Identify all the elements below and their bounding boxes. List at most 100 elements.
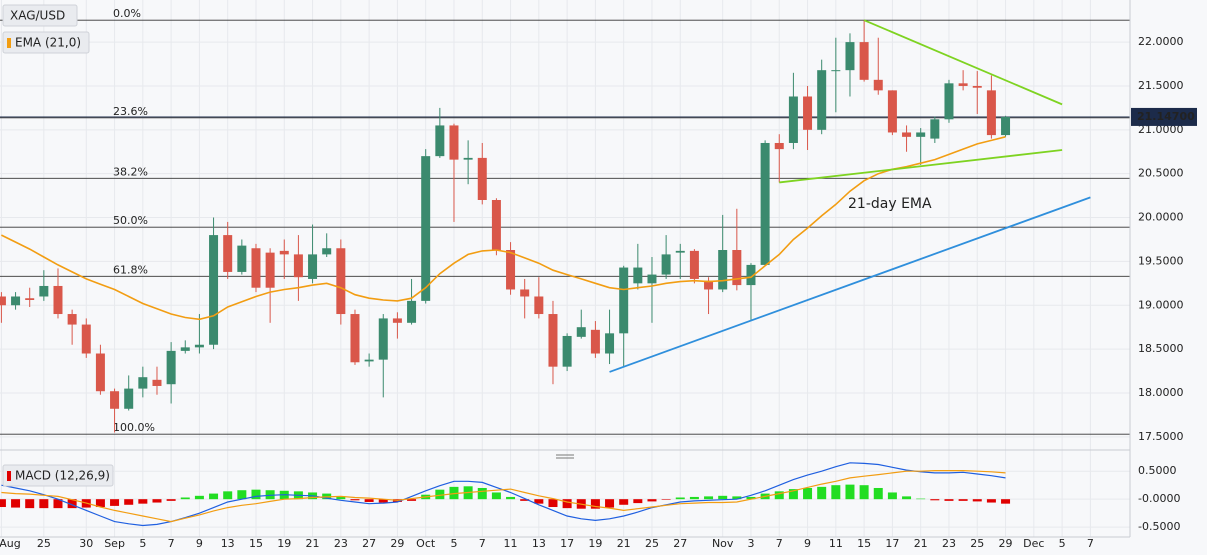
candle-body [873,79,883,91]
candle-body [534,296,544,315]
x-tick-label: 11 [829,537,843,550]
candle-body [930,119,940,139]
x-tick-label: 29 [999,537,1013,550]
candle-body [463,157,473,160]
candle-body [675,250,685,253]
candle-body [944,83,954,120]
macd-histogram-bar [887,492,897,500]
candle-body [605,333,615,354]
candle-body [477,157,487,200]
fib-label: 38.2% [113,165,148,178]
x-tick-label: 17 [885,537,899,550]
x-tick-label: 15 [249,537,263,550]
x-tick-label: 30 [79,537,93,550]
candle-body [180,347,190,351]
candle-body [95,353,105,392]
legend-box[interactable] [2,4,78,27]
macd-histogram-bar [831,485,841,500]
legend-swatch [7,38,11,48]
y-tick-label: -0.5000 [1138,520,1180,533]
y-tick-label: 21.5000 [1138,79,1184,92]
y-tick-label: 17.5000 [1138,430,1184,443]
candle-body [817,70,827,130]
candle-body [774,142,784,150]
macd-histogram-bar [605,499,615,508]
macd-histogram-bar [902,496,912,500]
candle-body [718,250,728,290]
candle-body [958,83,968,86]
candle-body [308,254,318,279]
x-tick-label: 21 [306,537,320,550]
x-tick-label: 19 [588,537,602,550]
candle-body [590,329,600,354]
macd-histogram-bar [53,499,63,509]
candle-body [831,70,841,72]
candle-body [746,264,756,286]
candle-body [562,335,572,367]
macd-histogram-bar [506,496,516,500]
macd-histogram-bar [39,499,49,509]
candle-body [421,156,431,301]
macd-histogram-bar [675,497,685,500]
macd-histogram-bar [704,496,714,500]
macd-histogram-bar [732,496,742,500]
x-tick-label: 25 [37,537,51,550]
macd-histogram-bar [251,489,261,500]
y-tick-label: 20.5000 [1138,167,1184,180]
x-tick-label: Aug [0,537,21,550]
macd-histogram-bar [930,499,940,501]
y-tick-label: 0.5000 [1138,464,1177,477]
y-tick-label: -0.0000 [1138,492,1180,505]
legend-box[interactable] [2,464,114,487]
macd-histogram-bar [661,499,671,500]
macd-histogram-bar [718,495,728,500]
x-tick-label: 13 [532,537,546,550]
macd-histogram-bar [689,496,699,500]
x-tick-label: 17 [560,537,574,550]
candle-body [732,250,742,286]
fib-label: 23.6% [113,105,148,118]
candle-body [67,314,77,325]
x-tick-label: 5 [1059,537,1066,550]
candle-body [39,285,49,297]
macd-histogram-bar [916,498,926,500]
x-tick-label: 7 [168,537,175,550]
legend-label: MACD (12,26,9) [15,469,110,483]
x-tick-label: 25 [970,537,984,550]
fib-label: 0.0% [113,7,141,20]
macd-histogram-bar [110,499,120,506]
macd-histogram-bar [859,485,869,500]
fib-label: 61.8% [113,263,148,276]
macd-histogram-bar [0,499,6,508]
x-tick-label: 19 [277,537,291,550]
macd-histogram-bar [788,489,798,500]
y-tick-label: 19.5000 [1138,254,1184,267]
macd-histogram-bar [873,487,883,500]
fib-label: 50.0% [113,214,148,227]
candle-body [647,274,657,284]
y-tick-label: 18.5000 [1138,342,1184,355]
trend-line [779,149,1063,184]
candle-body [633,267,643,284]
x-tick-label: 27 [362,537,376,550]
candle-body [251,248,261,288]
macd-histogram-bar [95,499,105,508]
macd-histogram-bar [364,499,374,502]
macd-histogram-bar [803,487,813,500]
macd-histogram-bar [491,492,501,500]
candle-body [392,318,402,323]
macd-histogram-bar [209,493,219,500]
x-tick-label: 27 [673,537,687,550]
macd-histogram-bar [548,499,558,508]
candle-body [0,296,6,306]
candle-body [378,318,388,360]
candle-body [223,235,233,272]
legend-box[interactable] [2,31,90,54]
macd-histogram-bar [958,499,968,501]
candle-body [491,200,501,250]
candle-body [619,267,629,334]
x-tick-label: 7 [479,537,486,550]
